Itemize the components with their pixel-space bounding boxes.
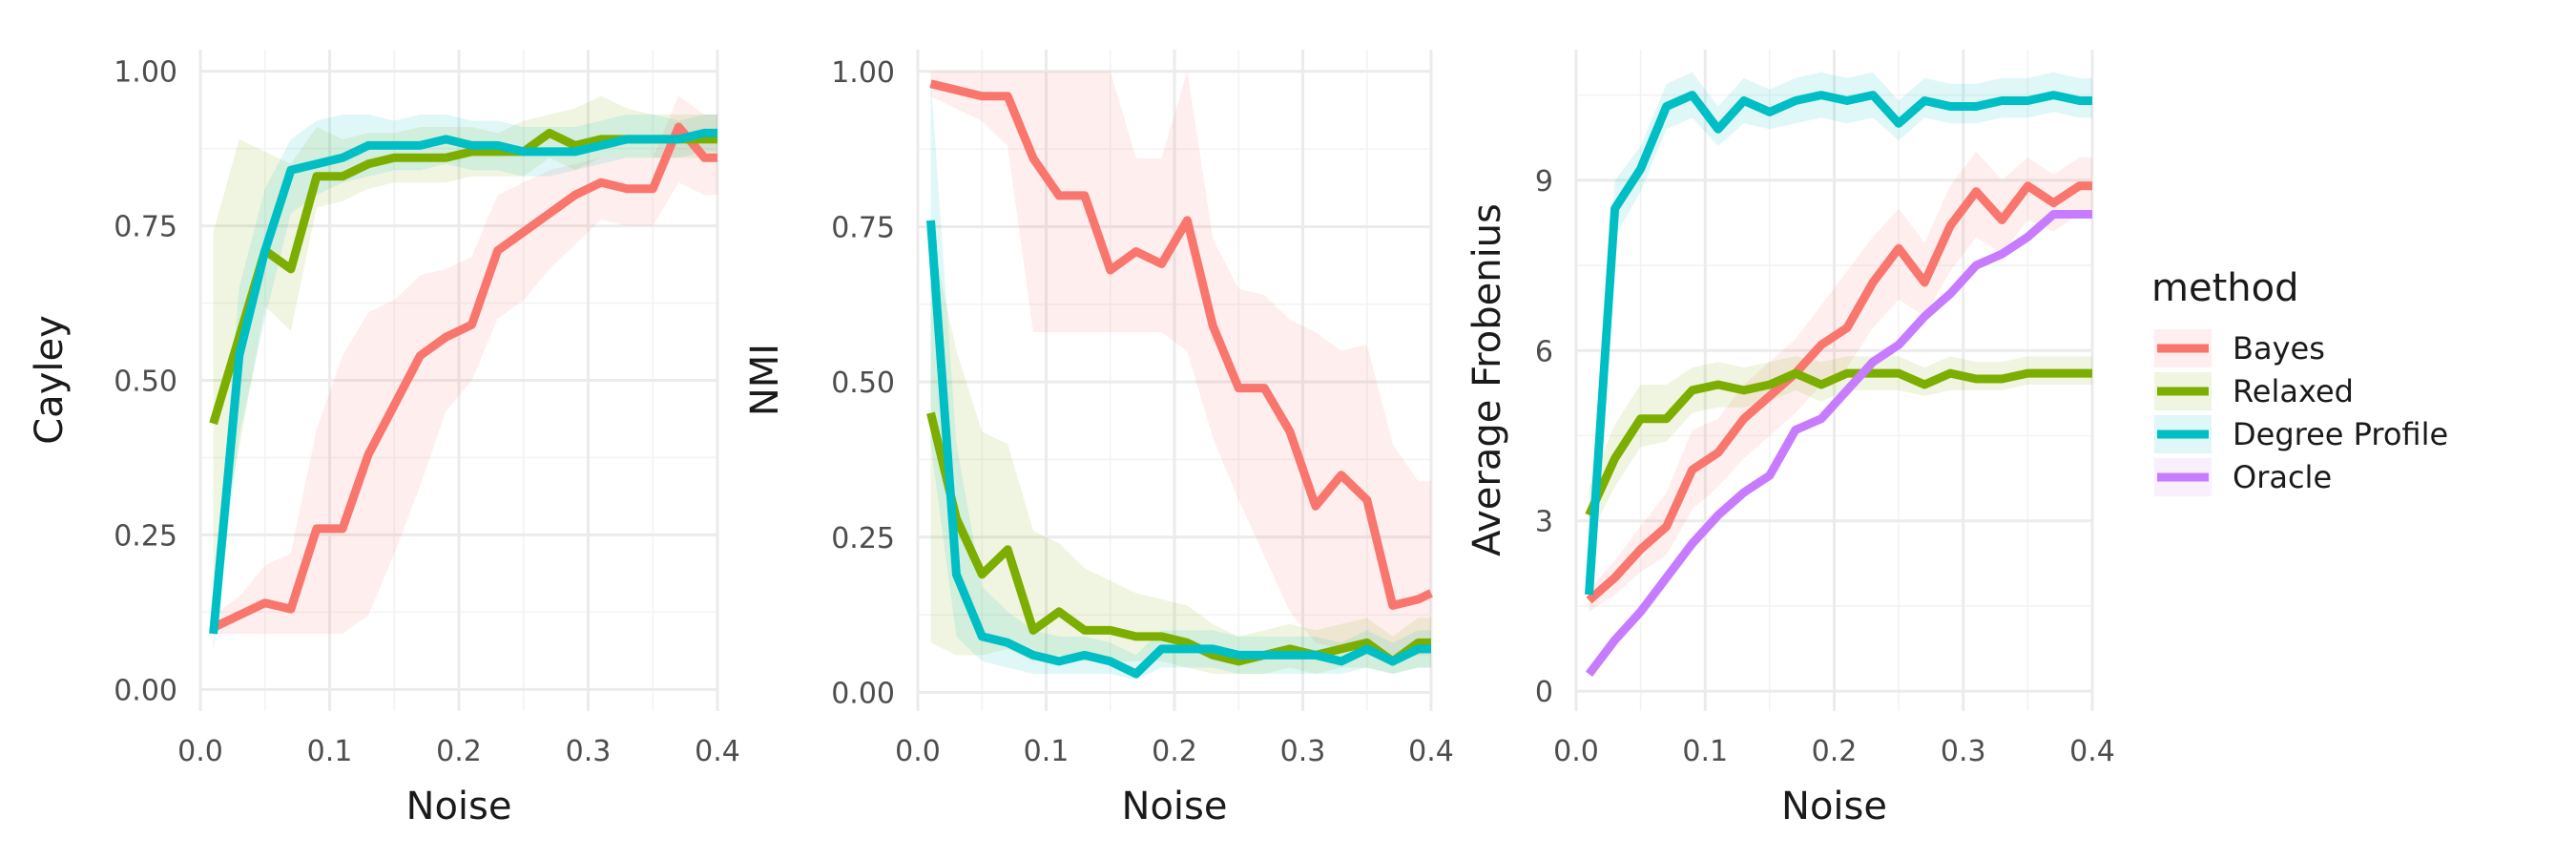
x-tick-label: 0.0 <box>177 735 223 768</box>
major-grid <box>1574 50 2094 711</box>
x-tick-label: 0.3 <box>566 735 612 768</box>
y-tick-label: 1.00 <box>114 56 177 90</box>
x-tick-label: 0.1 <box>1682 735 1728 768</box>
x-tick-label: 0.2 <box>1812 735 1858 768</box>
legend-label-degree-profile: Degree Profile <box>2233 416 2448 452</box>
panels: 0.0 0.1 0.2 0.3 0.40.000.250.500.751.00Noise… <box>28 50 2115 828</box>
panel-3: 0.0 0.1 0.2 0.3 0.4 0 3 6 9 Noise Average Frobeniu… <box>1465 50 2115 828</box>
x-tick-label: 0.2 <box>1152 735 1197 768</box>
series-lines <box>926 79 1433 679</box>
y-tick-label: 0.00 <box>114 674 177 707</box>
x-tick-label: 0.1 <box>1024 735 1070 768</box>
x-axis-title: Noise <box>406 785 512 828</box>
x-tick-label: 0.4 <box>2069 735 2115 768</box>
y-tick-label: 0.50 <box>114 366 177 399</box>
y-tick-label: 6 <box>1535 335 1553 368</box>
x-tick-label: 0.3 <box>1941 735 1986 768</box>
legend-item-bayes: Bayes <box>2154 329 2325 367</box>
series-line-bayes <box>929 79 1433 610</box>
x-tick-label: 0.2 <box>436 735 482 768</box>
y-axis-title: Cayley <box>28 315 72 445</box>
panel-2: 0.0 0.1 0.2 0.3 0.4 0.00 0.25 0.50 0.75 1.00 Noise… <box>743 50 1454 828</box>
legend-item-oracle: Oracle <box>2154 458 2332 496</box>
legend-label-relaxed: Relaxed <box>2233 373 2354 409</box>
x-axis-title: Noise <box>1781 785 1887 828</box>
legend-label-bayes: Bayes <box>2233 330 2325 367</box>
x-tick-label: 0.0 <box>1553 735 1599 768</box>
ribbon-bayes <box>213 95 718 635</box>
legend-item-degree-profile: Degree Profile <box>2154 415 2448 453</box>
series-line-degree-profile <box>926 220 1431 679</box>
y-tick-label: 9 <box>1535 165 1553 199</box>
series-line-relaxed <box>1585 368 2092 517</box>
x-tick-label: 0.3 <box>1280 735 1326 768</box>
y-tick-label: 0.00 <box>831 677 895 710</box>
x-tick-label: 0.1 <box>307 735 353 768</box>
ribbon-relaxed <box>930 233 1431 674</box>
series-line-oracle <box>1585 210 2092 678</box>
series-line-degree-profile <box>209 128 717 635</box>
x-tick-label: 0.4 <box>695 735 740 768</box>
series-lines <box>209 122 717 635</box>
legend-item-relaxed: Relaxed <box>2154 372 2354 410</box>
ribbon-degree-profile <box>930 77 1431 681</box>
series-line-degree-profile <box>1585 91 2092 596</box>
ribbon-relaxed <box>1589 356 2092 538</box>
x-tick-label: 0.4 <box>1408 735 1454 768</box>
y-tick-label: 1.00 <box>831 56 895 90</box>
series-lines <box>1585 91 2092 678</box>
ribbon-bayes <box>930 71 1431 661</box>
y-tick-label: 0.25 <box>831 522 895 555</box>
major-grid <box>198 50 719 711</box>
y-axis-title: NMI <box>743 344 787 416</box>
y-tick-label: 0.25 <box>114 519 177 553</box>
x-tick-label: 0.0 <box>895 735 941 768</box>
y-tick-label: 3 <box>1535 506 1553 539</box>
y-tick-label: 0.50 <box>831 367 895 400</box>
y-tick-label: 0.75 <box>114 211 177 244</box>
legend-label-oracle: Oracle <box>2233 459 2332 495</box>
ribbons <box>930 71 1431 681</box>
x-axis-title: Noise <box>1122 785 1228 828</box>
major-grid <box>916 50 1433 711</box>
legend: method Bayes Relaxed Degree Profile Orac… <box>2151 266 2448 496</box>
y-tick-label: 0 <box>1535 676 1553 709</box>
series-line-relaxed <box>926 411 1431 666</box>
panel-1: 0.0 0.1 0.2 0.3 0.4 0.00 0.25 0.50 0.75 1.00 Noise… <box>28 50 740 828</box>
series-line-bayes <box>1586 181 2092 604</box>
series-line-bayes <box>211 122 717 632</box>
legend-title: method <box>2151 266 2298 310</box>
y-axis-title: Average Frobenius <box>1465 203 1509 556</box>
y-tick-label: 0.75 <box>831 211 895 244</box>
